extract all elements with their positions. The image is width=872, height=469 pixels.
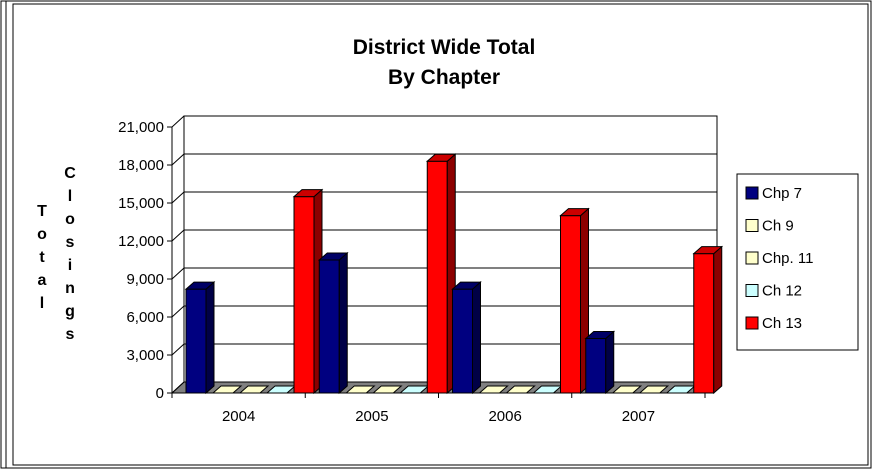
bar-front <box>560 215 581 394</box>
x-tick-label: 2004 <box>222 408 255 425</box>
y-axis-label-letter: o <box>37 226 47 243</box>
bar-ch-13-2005 <box>425 153 457 395</box>
bar-chp-7-2007 <box>584 330 616 395</box>
y-axis-label-letter: i <box>68 257 72 274</box>
y-axis-label-letter: s <box>66 326 75 343</box>
legend-swatch <box>745 316 759 330</box>
x-tick-label: 2005 <box>355 408 388 425</box>
bar-top <box>692 246 724 255</box>
gridline-diag <box>171 229 185 242</box>
y-axis-label-letter: n <box>65 280 75 297</box>
chart-title-line-1: By Chapter <box>388 66 500 89</box>
bar-ch-13-2007 <box>692 245 724 395</box>
bar-front <box>293 196 315 394</box>
bar-front <box>185 288 207 394</box>
plot-area: 0 3,000 6,000 9,000 12,000 15,000 18,000 21,000… <box>118 115 724 425</box>
x-tick-label: 2006 <box>488 408 521 425</box>
legend-label: Chp 7 <box>762 185 802 202</box>
legend-swatch <box>745 251 759 265</box>
y-tick-label: 0 <box>156 385 164 402</box>
gridline-diag <box>171 305 185 318</box>
legend-swatch <box>745 186 759 200</box>
x-tick-label: 2007 <box>622 408 655 425</box>
bar-side <box>713 245 723 395</box>
side-wall-edge <box>171 381 185 394</box>
gridline-diag <box>171 115 185 128</box>
bar-top <box>292 189 324 198</box>
bar-front <box>585 338 607 394</box>
legend-item: Ch 13 <box>745 315 802 332</box>
bar-front <box>452 288 473 394</box>
y-tick-label: 18,000 <box>118 157 164 174</box>
bar-front <box>693 253 715 394</box>
legend-swatch <box>745 219 759 232</box>
legend-swatch <box>745 284 759 297</box>
bar-top <box>451 281 482 290</box>
bar-top <box>425 153 457 162</box>
y-axis-label-letter: s <box>66 234 75 251</box>
legend-label: Ch 9 <box>762 218 794 235</box>
bar-top <box>584 331 616 340</box>
y-tick-label: 15,000 <box>118 195 164 212</box>
gridline-diag <box>171 153 185 166</box>
bar-front <box>426 160 448 394</box>
y-tick-label: 12,000 <box>118 233 164 250</box>
bar-side <box>605 330 615 395</box>
y-tick-label: 21,000 <box>118 119 164 136</box>
gridline-diag <box>171 191 185 204</box>
chart-title: District Wide Total By Chapter <box>353 36 536 89</box>
y-axis-label-letter: T <box>37 203 47 220</box>
legend: Chp 7 Ch 9 Chp. 11 Ch 12 Ch 13 <box>736 173 859 351</box>
bar-side <box>205 281 215 395</box>
bar-front <box>318 259 340 394</box>
legend-item: Ch 12 <box>745 283 802 300</box>
bar-side <box>472 281 481 395</box>
y-axis-label-letter: l <box>68 188 72 205</box>
y-axis-label-letter: l <box>40 295 44 312</box>
legend-item: Ch 9 <box>745 218 794 235</box>
bar-top <box>184 281 216 290</box>
bar-chp-7-2005 <box>317 251 349 395</box>
y-tick-label: 6,000 <box>126 309 164 326</box>
legend-label: Chp. 11 <box>762 250 813 267</box>
bar-ch-13-2004 <box>292 188 324 395</box>
y-axis-label-letter: o <box>65 211 75 228</box>
y-axis-label-letter: a <box>38 272 47 289</box>
gridline-diag <box>171 267 185 280</box>
y-tick-label: 9,000 <box>126 271 164 288</box>
legend-item: Chp. 11 <box>745 250 813 267</box>
chart-title-line-0: District Wide Total <box>353 36 536 59</box>
legend-label: Ch 13 <box>762 315 802 332</box>
bar-chp-7-2006 <box>451 281 482 395</box>
y-axis-label-letter: t <box>39 249 45 266</box>
y-axis-label-letter: g <box>65 303 75 320</box>
y-axis-label-letter: C <box>64 165 76 182</box>
bar-side <box>338 251 348 395</box>
bar-top <box>559 208 590 217</box>
bar-chp-7-2004 <box>184 281 216 395</box>
legend-item: Chp 7 <box>745 185 802 202</box>
chart-area-border <box>12 3 869 466</box>
gridline-diag <box>171 343 185 356</box>
legend-label: Ch 12 <box>762 283 802 300</box>
y-tick-label: 3,000 <box>126 347 164 364</box>
bar-ch-13-2006 <box>559 207 590 395</box>
bar-top <box>317 252 349 261</box>
